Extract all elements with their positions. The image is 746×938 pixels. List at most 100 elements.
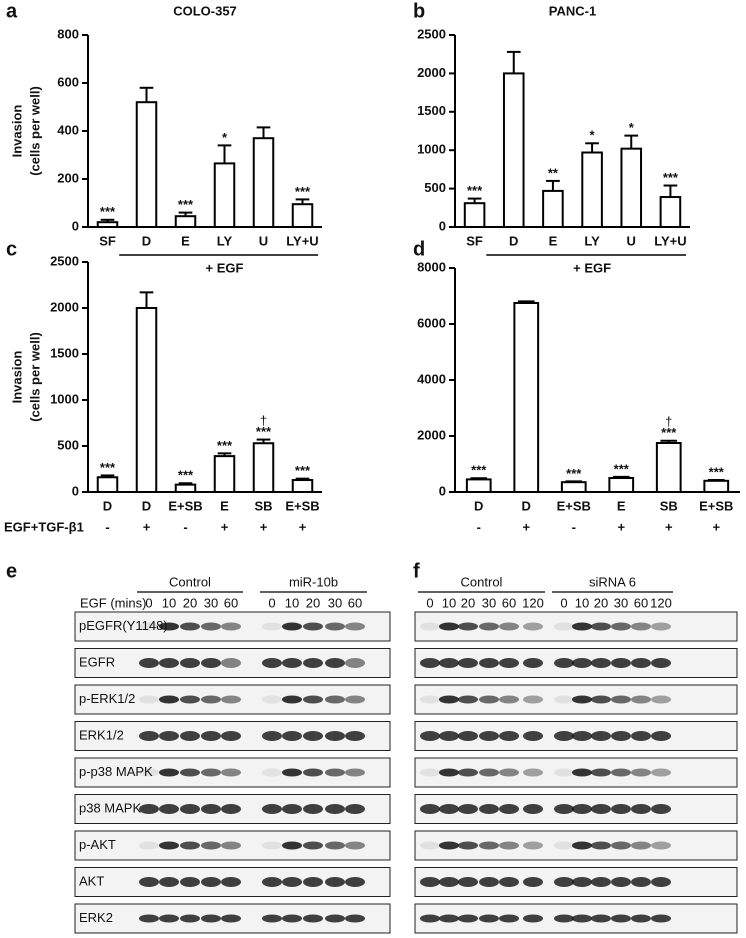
bar (465, 478, 492, 493)
blot-band (554, 731, 574, 741)
bar (502, 72, 525, 229)
blot-band (458, 877, 478, 887)
blot-band (631, 768, 651, 777)
x-tick-label: D (509, 233, 518, 248)
blot-band (499, 877, 519, 887)
significance: *** (709, 464, 725, 479)
blot-band (221, 658, 241, 668)
row-label: AKT (79, 873, 104, 888)
blot-band (282, 914, 302, 923)
blot-band (139, 841, 159, 850)
blot-band (611, 877, 631, 887)
y-tick-label: 1000 (50, 391, 79, 406)
x-tick-label: D (474, 498, 483, 513)
blot-band (572, 622, 592, 631)
blot-band (479, 731, 499, 741)
time: 0 (560, 595, 567, 610)
blot-band (180, 695, 200, 704)
blot-band (439, 622, 459, 631)
y-tick-label: 8000 (417, 259, 446, 274)
blot-band (631, 804, 651, 814)
blot-band (139, 877, 159, 887)
y-tick-label: 200 (57, 170, 79, 185)
blot-band (139, 914, 159, 923)
blot-band (180, 768, 200, 777)
blot-band (159, 768, 179, 777)
bar (659, 196, 682, 229)
y-tick-label: 2500 (50, 253, 79, 268)
bar (703, 479, 730, 493)
blot-band (303, 804, 323, 814)
blot-band (572, 914, 592, 923)
blot-band (651, 768, 671, 777)
significance: *** (295, 463, 311, 478)
treatment: + (617, 519, 625, 534)
significance: *** (178, 468, 194, 483)
blot-band (591, 877, 611, 887)
y-axis-label: (cells per well) (27, 332, 42, 422)
panel-letter: c (6, 238, 17, 260)
dagger: † (260, 413, 267, 428)
time: 20 (461, 595, 475, 610)
blot-band (479, 622, 499, 631)
blot-band (499, 841, 519, 850)
group-label: + EGF (573, 260, 611, 275)
blot-band (303, 622, 323, 631)
blot-band (159, 731, 179, 741)
significance: *** (663, 170, 679, 185)
blot-band (458, 768, 478, 777)
y-tick-label: 2000 (50, 299, 79, 314)
blot-band (651, 731, 671, 741)
blot-band (499, 658, 519, 668)
y-tick-label: 0 (439, 483, 446, 498)
blot-band (458, 731, 478, 741)
blot-band (631, 914, 651, 923)
x-tick-label: E+SB (699, 498, 733, 513)
blot-band (611, 695, 631, 704)
blot-band (439, 768, 459, 777)
blot-band (221, 877, 241, 887)
blot-band (282, 658, 302, 668)
blot-band (523, 695, 543, 704)
blot-band (479, 695, 499, 704)
time: 10 (285, 595, 299, 610)
blot-band (591, 695, 611, 704)
x-tick-label: LY (217, 233, 233, 248)
x-tick-label: E (617, 498, 626, 513)
blot-band (420, 731, 440, 741)
blot-band (201, 841, 221, 850)
blot-band (479, 877, 499, 887)
time-label: EGF (mins) (80, 595, 146, 610)
blot-band (180, 731, 200, 741)
panel-letter: f (413, 560, 420, 582)
bar (213, 162, 236, 228)
treatment-label: EGF+TGF-β1 (4, 519, 84, 534)
blot-band (523, 768, 543, 777)
time: 60 (634, 595, 648, 610)
blot-band (325, 877, 345, 887)
group-label: Control (461, 574, 503, 589)
blot-band (611, 841, 631, 850)
y-tick-label: 2000 (417, 65, 446, 80)
blot-band (439, 695, 459, 704)
y-tick-label: 4000 (417, 371, 446, 386)
blot-band (201, 877, 221, 887)
blot-band (591, 622, 611, 631)
significance: * (222, 130, 228, 145)
x-tick-label: E (549, 233, 558, 248)
significance: *** (471, 463, 487, 478)
blot-band (420, 804, 440, 814)
blot-band (303, 841, 323, 850)
blot-band (345, 768, 365, 777)
y-tick-label: 6000 (417, 315, 446, 330)
blot-band (554, 841, 574, 850)
blot-band (325, 841, 345, 850)
blot-band (221, 804, 241, 814)
panel-letter: e (6, 560, 17, 582)
blot-band (325, 622, 345, 631)
blot-band (201, 768, 221, 777)
dagger: † (665, 414, 672, 429)
blot-band (221, 914, 241, 923)
blot-band (458, 914, 478, 923)
